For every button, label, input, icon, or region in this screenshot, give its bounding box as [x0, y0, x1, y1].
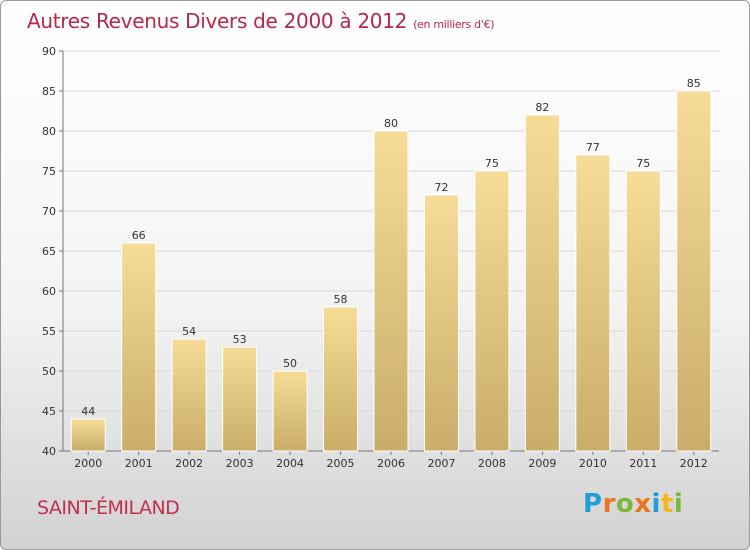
place-name: SAINT-ÉMILAND [37, 497, 180, 519]
bar-2001 [121, 242, 157, 452]
y-tick-label: 90 [42, 45, 56, 58]
value-label-2002: 54 [182, 325, 196, 338]
value-label-2001: 66 [132, 229, 146, 242]
bar-2010 [575, 154, 611, 452]
value-label-2012: 85 [687, 77, 701, 90]
x-tick-label-2012: 2012 [680, 457, 708, 470]
value-label-2010: 77 [586, 141, 600, 154]
value-label-2005: 58 [334, 293, 348, 306]
y-tick-label: 80 [42, 125, 56, 138]
bar-2002 [171, 338, 207, 452]
bar-2005 [323, 306, 359, 452]
bar-2012 [676, 90, 712, 452]
logo-letter: i [673, 489, 684, 519]
logo-letter: x [634, 489, 652, 519]
x-tick-label-2007: 2007 [427, 457, 455, 470]
proxiti-logo[interactable]: Proxiti [583, 489, 683, 519]
logo-letter: i [651, 489, 661, 519]
value-label-2006: 80 [384, 117, 398, 130]
y-tick-label: 40 [42, 445, 56, 458]
x-tick-label-2006: 2006 [377, 457, 405, 470]
y-tick-label: 50 [42, 365, 56, 378]
logo-letter: r [602, 489, 616, 519]
x-tick-label-2008: 2008 [478, 457, 506, 470]
bar-2003 [222, 346, 258, 452]
x-tick-label-2000: 2000 [74, 457, 102, 470]
bar-2008 [474, 170, 510, 452]
y-tick-label: 55 [42, 325, 56, 338]
value-label-2000: 44 [81, 405, 95, 418]
bar-2000 [70, 418, 106, 452]
bar-2007 [423, 194, 459, 452]
value-label-2004: 50 [283, 357, 297, 370]
x-tick-label-2004: 2004 [276, 457, 304, 470]
logo-letter: t [660, 489, 674, 519]
logo-letter: P [583, 489, 603, 519]
logo-letter: o [615, 489, 635, 519]
x-tick-label-2010: 2010 [579, 457, 607, 470]
labels: 2000 44 2001 66 2002 54 2003 53 2004 50 2005 58 2006… [74, 77, 708, 470]
bar-2011 [625, 170, 661, 452]
chart-title-text: Autres Revenus Divers de 2000 à 2012 [27, 9, 408, 33]
chart-title: Autres Revenus Divers de 2000 à 2012 (en … [27, 9, 495, 33]
value-label-2007: 72 [434, 181, 448, 194]
x-tick-label-2002: 2002 [175, 457, 203, 470]
x-tick-label-2011: 2011 [629, 457, 657, 470]
bar-2009 [524, 114, 560, 452]
y-tick-label: 60 [42, 285, 56, 298]
value-label-2003: 53 [233, 333, 247, 346]
value-label-2011: 75 [636, 157, 650, 170]
y-tick-label: 65 [42, 245, 56, 258]
x-tick-label-2009: 2009 [528, 457, 556, 470]
x-tick-label-2003: 2003 [226, 457, 254, 470]
y-tick-label: 75 [42, 165, 56, 178]
y-tick-label: 85 [42, 85, 56, 98]
chart-subtitle: (en milliers d'€) [413, 18, 495, 31]
bars [70, 90, 712, 452]
value-label-2009: 82 [535, 101, 549, 114]
x-tick-label-2005: 2005 [327, 457, 355, 470]
value-label-2008: 75 [485, 157, 499, 170]
y-tick-label: 70 [42, 205, 56, 218]
y-tick-label: 45 [42, 405, 56, 418]
x-tick-label-2001: 2001 [125, 457, 153, 470]
bar-2006 [373, 130, 409, 452]
bar-2004 [272, 370, 308, 452]
